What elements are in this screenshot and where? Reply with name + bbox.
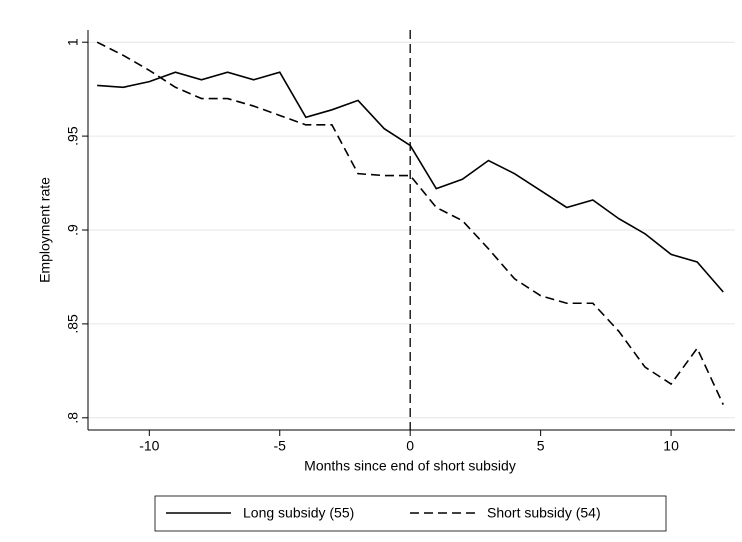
x-tick-label: -10 xyxy=(139,438,159,454)
x-tick-label: 5 xyxy=(537,438,545,454)
y-tick-label: .9 xyxy=(65,224,81,236)
legend-label: Long subsidy (55) xyxy=(243,505,354,521)
x-tick-label: 0 xyxy=(406,438,414,454)
legend-label: Short subsidy (54) xyxy=(487,505,601,521)
y-axis-title: Employment rate xyxy=(37,177,53,283)
y-tick-label: .85 xyxy=(65,314,81,334)
y-tick-label: .8 xyxy=(65,412,81,424)
series-line xyxy=(96,41,724,405)
y-tick-label: .95 xyxy=(65,126,81,146)
y-tick-label: 1 xyxy=(65,38,81,46)
x-axis-title: Months since end of short subsidy xyxy=(304,458,516,474)
series-line xyxy=(97,71,724,293)
x-tick-label: 10 xyxy=(663,438,679,454)
x-tick-label: -5 xyxy=(274,438,287,454)
